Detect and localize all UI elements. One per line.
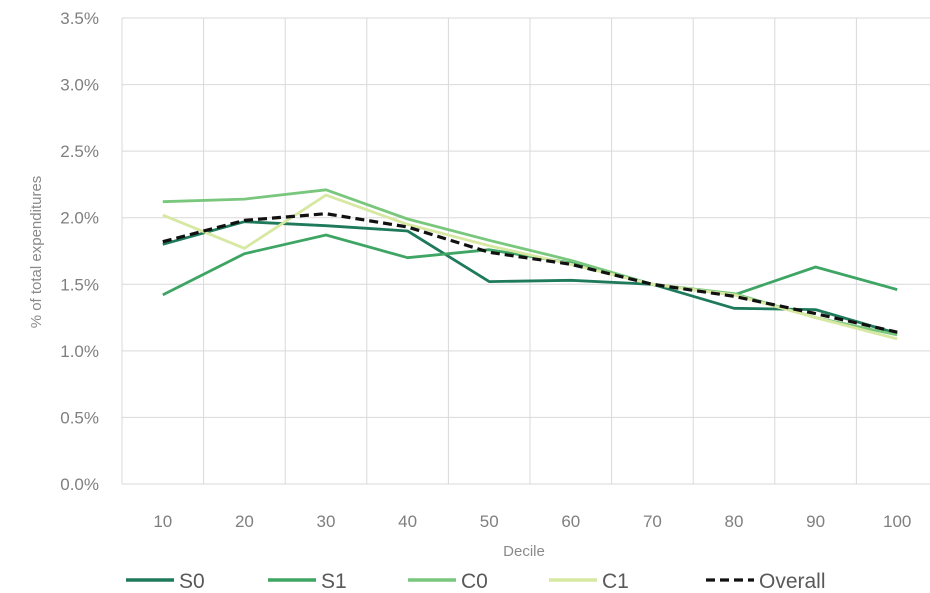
x-tick-label: 90 [806,512,825,531]
x-tick-label: 20 [235,512,254,531]
x-tick-label: 70 [643,512,662,531]
x-tick-label: 80 [725,512,744,531]
legend-label-c0: C0 [461,570,488,593]
x-axis-title: Decile [503,543,545,560]
x-axis-ticks: 10 20 30 40 50 60 70 80 90 100 [153,512,911,531]
series-lines [162,188,898,341]
y-tick-label: 1.5% [60,275,99,294]
legend: S0 S1 C0 C1 Overall [126,570,826,593]
y-tick-label: 3.0% [60,76,99,95]
x-tick-label: 30 [317,512,336,531]
grid [121,17,930,485]
x-tick-label: 10 [153,512,172,531]
series-line-c1 [162,193,898,341]
y-axis-ticks: 0.0% 0.5% 1.0% 1.5% 2.0% 2.5% 3.0% 3.5% [60,9,99,494]
y-axis-title: % of total expenditures [28,176,45,329]
y-tick-label: 3.5% [60,9,99,28]
y-tick-label: 2.0% [60,209,99,228]
legend-label-c1: C1 [602,570,629,593]
series-line-s0 [162,220,898,335]
x-tick-label: 40 [398,512,417,531]
y-tick-label: 0.5% [60,408,99,427]
legend-label-overall: Overall [759,570,826,593]
legend-label-s0: S0 [179,570,205,593]
y-tick-label: 1.0% [60,342,99,361]
x-tick-label: 100 [883,512,911,531]
x-tick-label: 50 [480,512,499,531]
y-tick-label: 0.0% [60,475,99,494]
legend-label-s1: S1 [321,570,347,593]
y-tick-label: 2.5% [60,142,99,161]
series-line-overall [162,212,898,334]
x-tick-label: 60 [561,512,580,531]
